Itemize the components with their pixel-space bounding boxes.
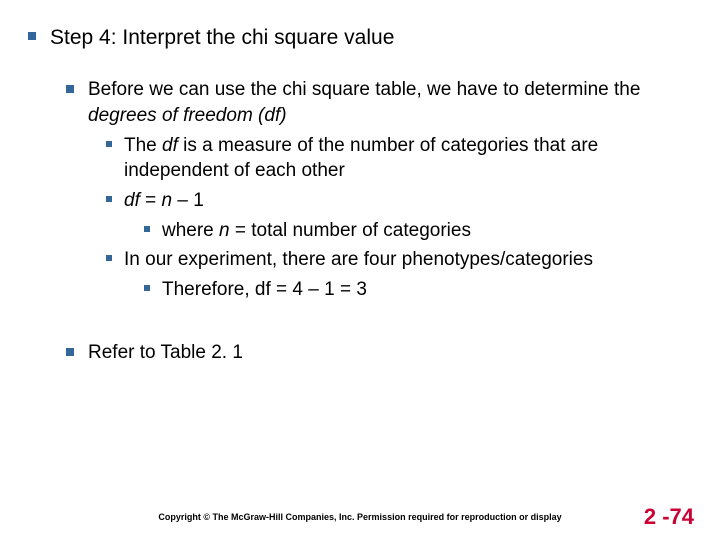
slide-title: Step 4: Interpret the chi square value (50, 24, 394, 51)
point-6: Therefore, df = 4 – 1 = 3 (144, 277, 692, 303)
point-7: Refer to Table 2. 1 (66, 340, 692, 366)
point-2: The df is a measure of the number of cat… (106, 133, 692, 184)
point-1-text: Before we can use the chi square table, … (88, 77, 692, 128)
bullet-icon (66, 348, 74, 356)
bullet-icon (144, 285, 150, 291)
point-7-text: Refer to Table 2. 1 (88, 340, 243, 366)
title-row: Step 4: Interpret the chi square value (28, 24, 692, 51)
point-3: df = n – 1 (106, 188, 692, 214)
point-4: where n = total number of categories (144, 218, 692, 244)
point-3-text: df = n – 1 (124, 188, 204, 214)
bullet-icon (106, 196, 112, 202)
point-2-text: The df is a measure of the number of cat… (124, 133, 692, 184)
point-1: Before we can use the chi square table, … (66, 77, 692, 128)
bullet-icon (28, 32, 36, 40)
bullet-icon (144, 226, 150, 232)
point-6-text: Therefore, df = 4 – 1 = 3 (162, 277, 367, 303)
point-4-text: where n = total number of categories (162, 218, 471, 244)
point-5-text: In our experiment, there are four phenot… (124, 247, 593, 273)
copyright-text: Copyright © The McGraw-Hill Companies, I… (0, 512, 720, 522)
point-5: In our experiment, there are four phenot… (106, 247, 692, 273)
bullet-icon (106, 255, 112, 261)
slide-content: Step 4: Interpret the chi square value B… (0, 0, 720, 366)
page-number: 2 -74 (644, 504, 694, 530)
bullet-icon (66, 85, 74, 93)
bullet-icon (106, 141, 112, 147)
